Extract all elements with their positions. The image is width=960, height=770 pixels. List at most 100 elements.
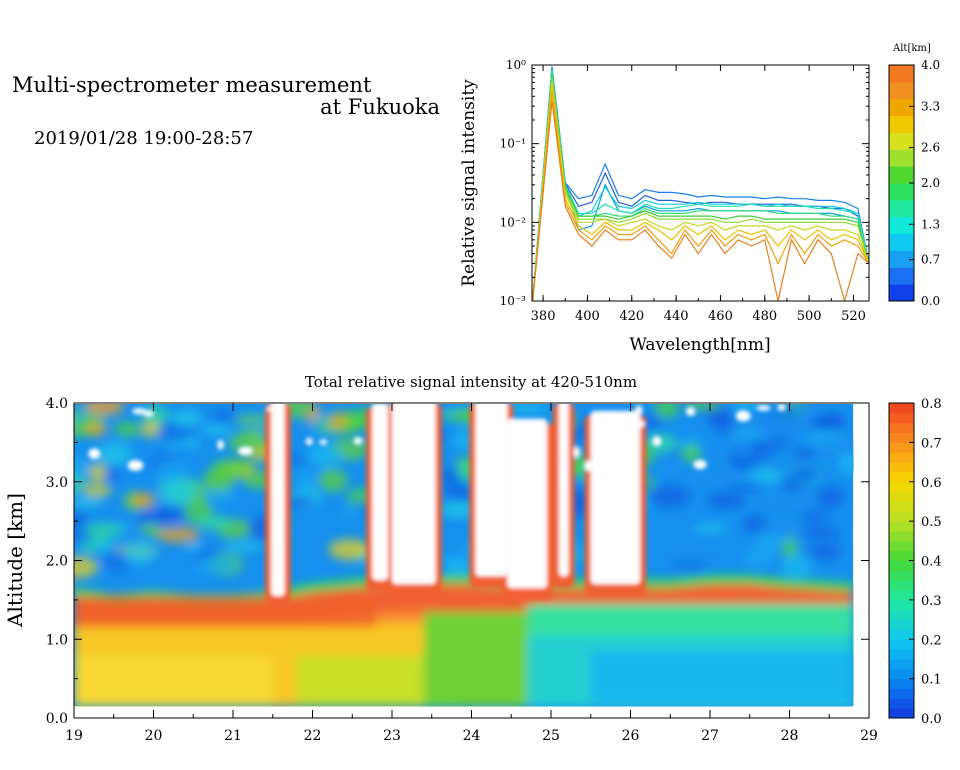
altitude-colorbar-label: 4.0 — [921, 58, 940, 72]
altitude-colorbar-band — [889, 250, 914, 268]
heatmap-cell-blob — [306, 444, 343, 467]
heatmap-y-axis-label: Altitude [km] — [3, 493, 27, 628]
intensity-colorbar-band — [889, 629, 914, 640]
cloud-speck — [629, 420, 646, 428]
heatmap-cell-blob — [193, 555, 238, 575]
altitude-colorbar: 0.0 0.7 1.3 2.0 2.6 3.3 4.0 — [888, 58, 940, 308]
heatmap-cell-blob — [122, 541, 157, 564]
heatmap-y-tick-label: 2.0 — [46, 554, 68, 570]
heatmap-cell-blob — [223, 543, 266, 552]
altitude-colorbar-band — [889, 183, 914, 201]
intensity-colorbar-band — [889, 678, 914, 689]
cloud-speck — [88, 448, 101, 459]
heatmap-cell-blob — [671, 561, 709, 572]
cloud-speck — [693, 459, 707, 470]
altitude-colorbar-band — [889, 98, 914, 117]
title-line-1: Multi-spectrometer measurement — [12, 73, 372, 97]
cloud-speck — [508, 428, 521, 438]
heatmap-cell-blob — [328, 538, 371, 561]
heatmap-title: Total relative signal intensity at 420-5… — [305, 373, 637, 391]
heatmap-cell-blob — [811, 435, 854, 457]
altitude-colorbar-band — [889, 81, 914, 100]
heatmap-y-tick-label: 4.0 — [46, 396, 68, 412]
heatmap-cell-blob — [790, 466, 820, 482]
heatmap-cell-blob — [792, 537, 822, 547]
page-title: Multi-spectrometer measurement at Fukuok… — [12, 74, 440, 118]
heatmap-cell-blob — [171, 410, 203, 427]
altitude-colorbar-title: Alt[km] — [892, 43, 931, 54]
heatmap-cell-blob — [809, 542, 842, 561]
intensity-colorbar-label: 0.3 — [921, 594, 942, 609]
cloud-speck — [573, 446, 580, 459]
heatmap-cell-blob — [227, 433, 268, 454]
altitude-colorbar-label: 2.0 — [921, 176, 940, 190]
heatmap-field — [74, 404, 854, 707]
intensity-colorbar-band — [889, 570, 914, 581]
cloud-speck — [353, 437, 363, 445]
heatmap-cell-blob — [114, 421, 140, 438]
cloud-speck — [583, 460, 594, 471]
cloud-speck — [266, 406, 283, 412]
intensity-colorbar-band — [889, 550, 914, 561]
heatmap-x-tick-label: 21 — [224, 728, 242, 744]
heatmap-cell-blob — [130, 492, 156, 508]
altitude-colorbar-band — [889, 132, 914, 150]
cloud-speck — [652, 436, 662, 447]
heatmap-cell-blob — [88, 462, 107, 484]
heatmap-cell-blob — [654, 404, 679, 419]
spectrum-series-line — [532, 77, 869, 301]
heatmap-cell-blob — [74, 474, 86, 492]
spectrum-series-line — [532, 85, 869, 301]
heatmap-cell-blob — [185, 542, 204, 553]
cloud-column — [475, 404, 508, 577]
altitude-colorbar-label: 3.3 — [921, 99, 940, 113]
cloud-speck — [756, 405, 771, 411]
intensity-colorbar-band — [889, 560, 914, 571]
heatmap-cell-blob — [140, 523, 161, 536]
heatmap-cell-blob — [97, 442, 133, 466]
heatmap-cell-blob — [793, 448, 817, 460]
heatmap-cell-blob — [206, 470, 229, 480]
intensity-colorbar-band — [889, 521, 914, 532]
spectrum-y-axis-label: Relative signal intensity — [459, 79, 479, 287]
altitude-colorbar-band — [889, 216, 914, 235]
spectrum-series-group — [532, 66, 869, 301]
intensity-colorbar-band — [889, 412, 914, 424]
intensity-colorbar-band — [889, 580, 914, 591]
intensity-colorbar-band — [889, 668, 914, 680]
measurement-period: 2019/01/28 19:00-28:57 — [34, 128, 254, 149]
heatmap-cell-blob — [793, 495, 819, 510]
heatmap-cell-blob — [329, 412, 347, 430]
intensity-colorbar-band — [889, 422, 914, 434]
heatmap-x-tick-label: 24 — [463, 728, 481, 744]
heatmap-x-tick-label: 27 — [701, 728, 719, 744]
intensity-colorbar-label: 0.2 — [921, 633, 942, 648]
intensity-colorbar-band — [889, 462, 914, 473]
spectrum-series-line — [532, 67, 869, 301]
heatmap-cell-blob — [728, 482, 761, 491]
spectrum-series-line — [532, 74, 869, 301]
heatmap-x-tick-label: 23 — [383, 728, 401, 744]
heatmap-cell-blob — [136, 508, 173, 527]
spectrum-x-tick-label: 480 — [752, 309, 777, 324]
intensity-colorbar-band — [889, 708, 914, 719]
spectrum-series-line — [532, 81, 869, 301]
spectrum-series-line — [532, 100, 869, 301]
altitude-colorbar-label: 1.3 — [921, 217, 940, 231]
spectrum-series-line — [532, 69, 869, 301]
altitude-colorbar-band — [889, 65, 914, 83]
heatmap-cell-blob — [801, 528, 842, 540]
heatmap-cell-blob — [74, 498, 104, 508]
lower-layer-green — [423, 611, 536, 707]
altitude-colorbar-band — [889, 115, 914, 133]
lower-layer-yellow — [74, 655, 273, 707]
heatmap-cell-blob — [84, 404, 124, 417]
spectrum-y-tick-label: 10⁻³ — [500, 294, 527, 308]
intensity-colorbar-label: 0.8 — [921, 397, 942, 412]
heatmap-cell-blob — [816, 485, 845, 508]
heatmap-cell-blob — [101, 467, 121, 482]
intensity-colorbar-band — [889, 590, 914, 601]
heatmap-cell-blob — [80, 542, 97, 553]
